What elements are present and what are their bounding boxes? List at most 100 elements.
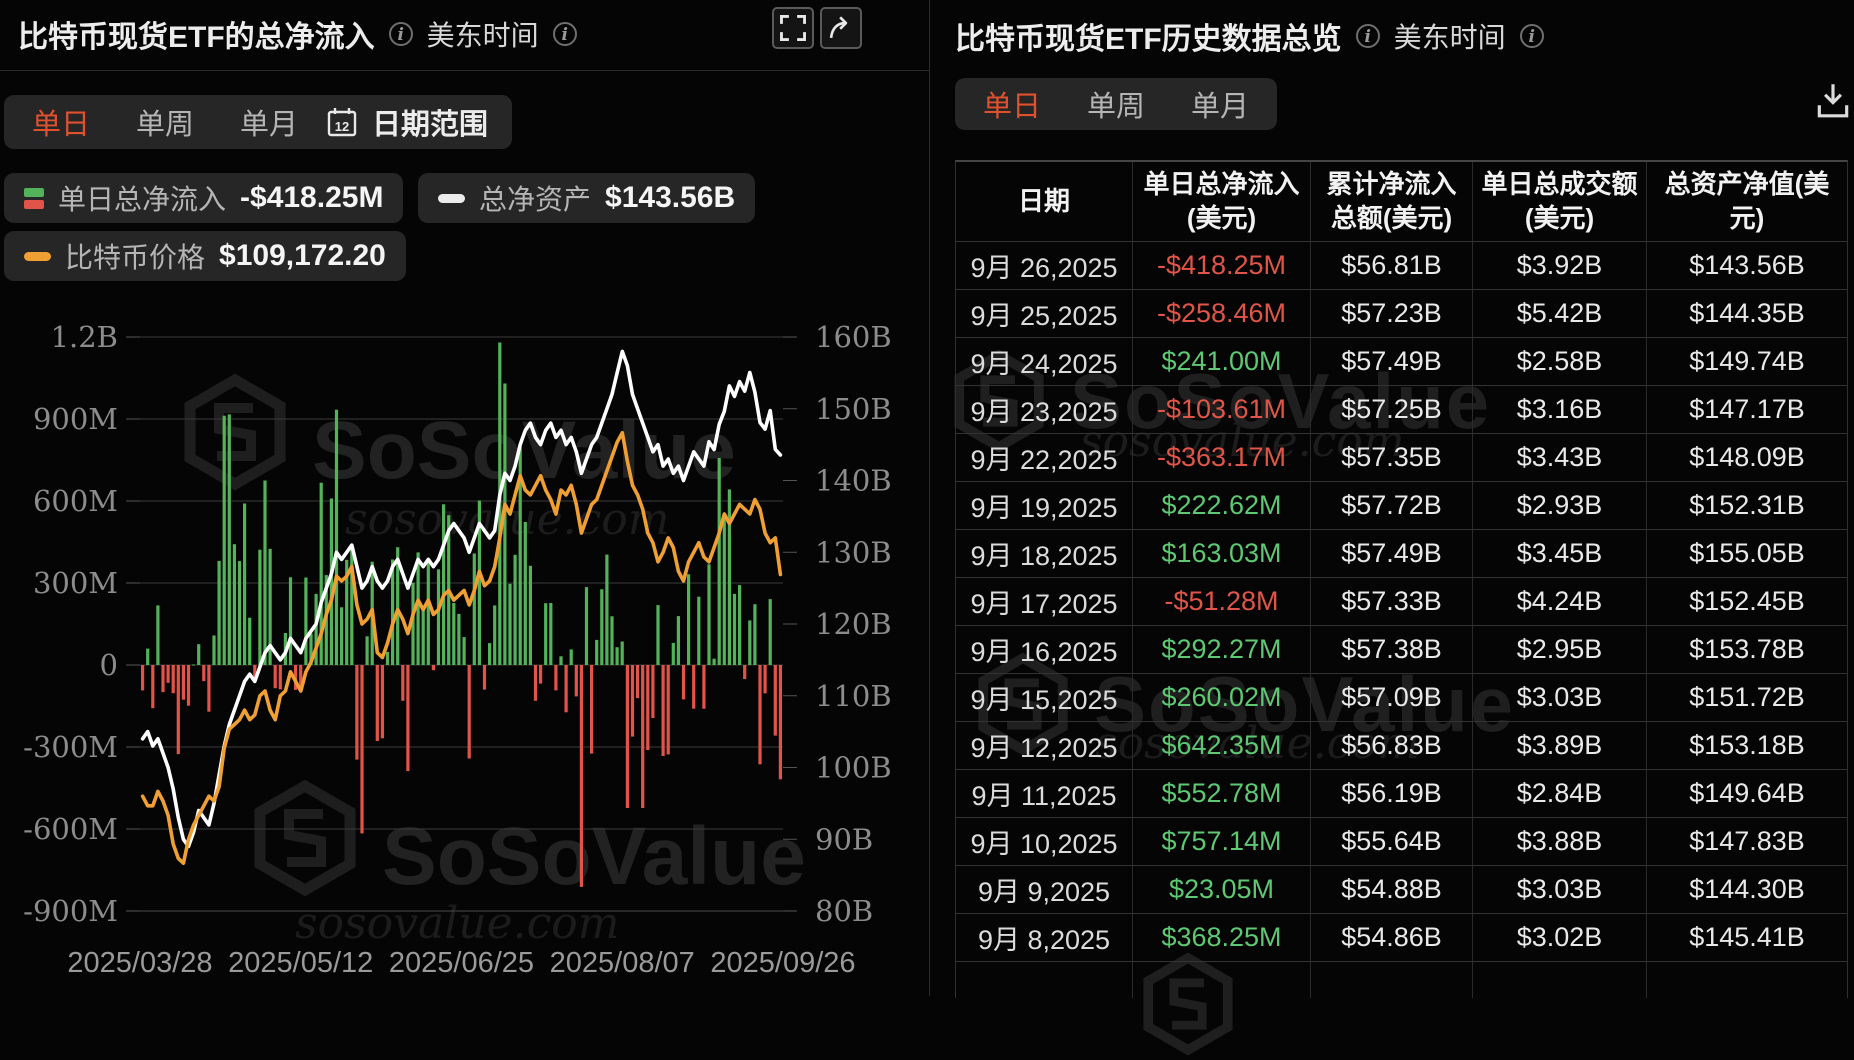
x-axis-label: 2025/03/28: [67, 947, 212, 979]
info-icon[interactable]: i: [388, 22, 413, 46]
right-tab-monthly[interactable]: 单月: [1191, 91, 1250, 123]
etf-netflow-chart[interactable]: SoSoValuesosovalue.comSoSoValuesosovalue…: [0, 0, 929, 996]
table-row: 9月 12,2025 $642.35M $56.83B $3.89B $153.18B: [956, 722, 1847, 770]
right-period-tabs: 单日 单周 单月: [955, 78, 1278, 130]
right-axis-label: 140B: [815, 464, 892, 498]
cell-daily-volume: $4.24B: [1473, 578, 1647, 626]
cell-date: 9月 9,2025: [956, 866, 1133, 914]
cell-date: 9月 19,2025: [956, 482, 1133, 530]
table-row: 9月 16,2025 $292.27M $57.38B $2.95B $153.78B: [956, 626, 1847, 674]
left-axis-label: -300M: [23, 730, 118, 764]
left-axis-label: -600M: [23, 812, 118, 846]
table-row: 9月 11,2025 $552.78M $56.19B $2.84B $149.64B: [956, 770, 1847, 818]
left-tab-weekly[interactable]: 单周: [136, 109, 195, 141]
cell-cumulative-netflow: $54.88B: [1311, 866, 1473, 914]
cell-daily-volume: $2.84B: [1473, 770, 1647, 818]
svg-text:12: 12: [335, 119, 349, 134]
x-axis-label: 2025/06/25: [389, 947, 534, 979]
cell-total-net-assets: $147.83B: [1647, 818, 1847, 866]
right-header: 比特币现货ETF历史数据总览 i 美东时间 i: [955, 14, 1544, 58]
cell-cumulative-netflow: $55.64B: [1311, 818, 1473, 866]
table-row: [956, 962, 1847, 998]
left-tab-daily[interactable]: 单日: [32, 109, 91, 141]
cell-cumulative-netflow: $57.25B: [1311, 386, 1473, 434]
right-tab-daily[interactable]: 单日: [983, 91, 1042, 123]
legend-label: 单日总净流入: [58, 184, 227, 215]
legend-label: 总净资产: [479, 184, 592, 215]
cell-daily-netflow: $222.62M: [1133, 482, 1311, 530]
right-axis-label: 110B: [815, 679, 892, 713]
right-axis-label: 100B: [815, 751, 892, 785]
date-range-button[interactable]: 12 日期范围: [302, 95, 513, 149]
empty-cell: [1133, 962, 1311, 998]
share-icon: [829, 16, 848, 39]
table-header-cell: 累计净流入总额(美元): [1311, 162, 1473, 242]
table-header-cell: 总资产净值(美元): [1647, 162, 1847, 242]
cell-daily-netflow: -$103.61M: [1133, 386, 1311, 434]
cell-daily-volume: $3.88B: [1473, 818, 1647, 866]
cell-daily-netflow: $757.14M: [1133, 818, 1311, 866]
orange-dash-icon: [24, 251, 51, 261]
total-net-assets-line: [140, 349, 783, 849]
cell-total-net-assets: $144.30B: [1647, 866, 1847, 914]
cell-cumulative-netflow: $57.23B: [1311, 290, 1473, 338]
right-axis-label: 80B: [815, 894, 873, 928]
table-row: 9月 9,2025 $23.05M $54.88B $3.03B $144.30B: [956, 866, 1847, 914]
fullscreen-button[interactable]: [772, 7, 814, 49]
svg-text:sosovalue.com: sosovalue.com: [295, 898, 620, 949]
header-separator: [0, 70, 929, 71]
empty-cell: [1647, 962, 1847, 998]
right-axis-label: 130B: [815, 535, 892, 569]
info-icon[interactable]: i: [1355, 24, 1380, 48]
cell-total-net-assets: $152.31B: [1647, 482, 1847, 530]
cell-total-net-assets: $155.05B: [1647, 530, 1847, 578]
cell-daily-netflow: $260.02M: [1133, 674, 1311, 722]
cell-daily-volume: $3.03B: [1473, 866, 1647, 914]
cell-date: 9月 12,2025: [956, 722, 1133, 770]
left-period-tabs: 单日 单周 单月: [4, 95, 327, 149]
cell-daily-netflow: $368.25M: [1133, 914, 1311, 962]
cell-date: 9月 18,2025: [956, 530, 1133, 578]
left-axis-label: 0: [100, 648, 118, 682]
cell-daily-volume: $3.03B: [1473, 674, 1647, 722]
cell-daily-netflow: -$363.17M: [1133, 434, 1311, 482]
etf-history-table[interactable]: 日期 单日总净流入(美元) 累计净流入总额(美元) 单日总成交额(美元) 总资产净值(美…: [955, 160, 1848, 998]
x-axis-label: 2025/09/26: [710, 947, 855, 979]
cell-daily-netflow: -$51.28M: [1133, 578, 1311, 626]
cell-cumulative-netflow: $57.09B: [1311, 674, 1473, 722]
cell-cumulative-netflow: $57.72B: [1311, 482, 1473, 530]
date-range-label: 日期范围: [372, 109, 489, 141]
left-axis-label: -900M: [23, 894, 118, 928]
fullscreen-icon: [780, 15, 806, 41]
left-axis-label: 300M: [33, 566, 118, 600]
cell-daily-volume: $3.89B: [1473, 722, 1647, 770]
right-axis-label: 150B: [815, 392, 892, 426]
info-icon[interactable]: i: [552, 22, 577, 46]
right-tab-weekly[interactable]: 单周: [1087, 91, 1146, 123]
legend-total-net-assets[interactable]: 总净资产 $143.56B: [418, 173, 756, 223]
left-axis-label: 900M: [33, 402, 118, 436]
svg-text:SoSoValue: SoSoValue: [382, 811, 806, 902]
legend-bitcoin-price[interactable]: 比特币价格 $109,172.20: [4, 231, 406, 281]
cell-cumulative-netflow: $56.81B: [1311, 242, 1473, 290]
download-button[interactable]: [1814, 80, 1852, 125]
cell-daily-netflow: $241.00M: [1133, 338, 1311, 386]
table-row: 9月 24,2025 $241.00M $57.49B $2.58B $149.74B: [956, 338, 1847, 386]
left-axis-label: 1.2B: [51, 320, 118, 354]
cell-total-net-assets: $151.72B: [1647, 674, 1847, 722]
history-table-panel: 比特币现货ETF历史数据总览 i 美东时间 i 单日 单周 单月 SoSoVal…: [929, 0, 1854, 1056]
table-header-cell: 单日总净流入(美元): [1133, 162, 1311, 242]
left-tab-monthly[interactable]: 单月: [240, 109, 299, 141]
cell-cumulative-netflow: $54.86B: [1311, 914, 1473, 962]
info-icon[interactable]: i: [1519, 24, 1544, 48]
cell-total-net-assets: $153.78B: [1647, 626, 1847, 674]
white-dash-icon: [438, 193, 465, 203]
share-button[interactable]: [820, 7, 862, 49]
cell-total-net-assets: $153.18B: [1647, 722, 1847, 770]
table-row: 9月 18,2025 $163.03M $57.49B $3.45B $155.05B: [956, 530, 1847, 578]
table-header-row: 日期 单日总净流入(美元) 累计净流入总额(美元) 单日总成交额(美元) 总资产净值(美…: [956, 162, 1847, 242]
table-row: 9月 17,2025 -$51.28M $57.33B $4.24B $152.45B: [956, 578, 1847, 626]
legend-value: $143.56B: [605, 181, 736, 214]
legend-daily-net-inflow[interactable]: 单日总净流入 -$418.25M: [4, 173, 404, 223]
cell-cumulative-netflow: $57.49B: [1311, 530, 1473, 578]
